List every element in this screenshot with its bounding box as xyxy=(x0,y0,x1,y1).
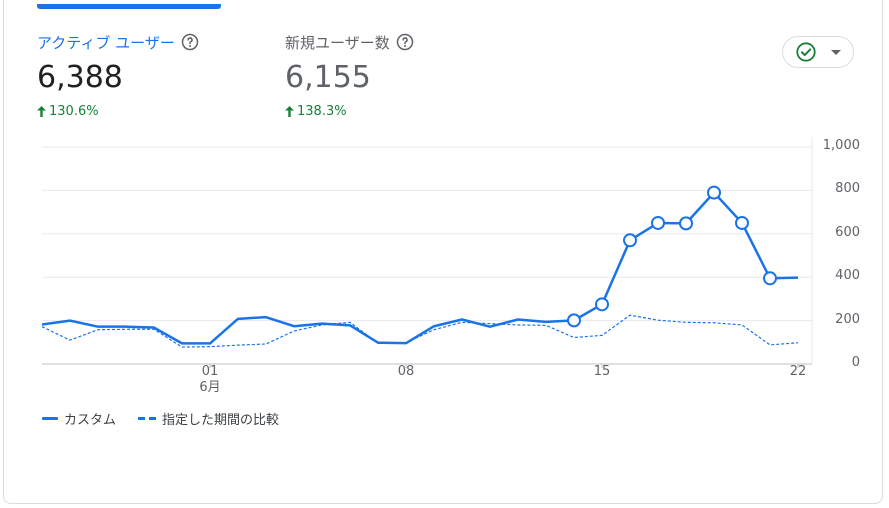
metric-label: アクティブ ユーザー xyxy=(37,33,175,52)
x-month-label: 6月 xyxy=(199,380,221,395)
x-tick-label: 01 xyxy=(201,364,219,379)
y-tick-label: 600 xyxy=(835,224,860,240)
arrow-up-icon xyxy=(285,106,294,117)
data-point-marker[interactable] xyxy=(651,215,665,230)
check-circle-icon xyxy=(796,42,816,62)
data-point-marker[interactable] xyxy=(735,215,749,230)
data-point-marker[interactable] xyxy=(679,216,693,231)
y-tick-label: 800 xyxy=(835,181,860,197)
chart-legend: カスタム 指定した期間の比較 xyxy=(42,409,279,428)
dropdown-icon xyxy=(831,49,841,55)
data-point-marker[interactable] xyxy=(623,233,637,248)
legend-label-comparison: 指定した期間の比較 xyxy=(162,413,280,428)
x-tick-label: 08 xyxy=(397,364,415,379)
metric-change: 130.6% xyxy=(37,104,199,119)
metric-active-users[interactable]: アクティブ ユーザー 6,388 130.6% xyxy=(37,30,199,119)
help-icon[interactable] xyxy=(396,33,414,51)
arrow-up-icon xyxy=(37,106,46,117)
legend-swatch-dashed xyxy=(138,417,157,420)
status-dropdown-button[interactable] xyxy=(782,36,854,68)
legend-swatch-solid xyxy=(42,417,58,420)
help-icon[interactable] xyxy=(181,33,199,51)
metric-value: 6,155 xyxy=(285,60,371,95)
metric-new-users[interactable]: 新規ユーザー数 6,155 138.3% xyxy=(285,30,414,119)
x-tick-label: 22 xyxy=(789,364,807,379)
metric-change-value: 138.3% xyxy=(297,104,347,119)
data-point-marker[interactable] xyxy=(567,313,581,328)
active-tab-indicator xyxy=(37,4,221,9)
metrics-card xyxy=(3,0,883,504)
series-line-comparison xyxy=(41,314,799,348)
x-tick-label: 15 xyxy=(593,364,611,379)
y-tick-label: 0 xyxy=(851,355,860,370)
metric-label: 新規ユーザー数 xyxy=(285,33,390,52)
data-point-marker[interactable] xyxy=(595,297,609,312)
data-point-marker[interactable] xyxy=(763,271,777,286)
series-line-custom xyxy=(41,191,799,345)
y-tick-label: 1,000 xyxy=(822,138,860,153)
metric-value: 6,388 xyxy=(37,60,123,95)
metric-change-value: 130.6% xyxy=(49,104,99,119)
data-point-marker[interactable] xyxy=(707,185,721,200)
metric-change: 138.3% xyxy=(285,104,414,119)
legend-label-custom: カスタム xyxy=(64,413,117,428)
y-tick-label: 200 xyxy=(835,311,860,327)
legend-item-comparison[interactable]: 指定した期間の比較 xyxy=(138,409,279,428)
y-tick-label: 400 xyxy=(835,268,860,284)
legend-item-custom[interactable]: カスタム xyxy=(42,409,116,428)
